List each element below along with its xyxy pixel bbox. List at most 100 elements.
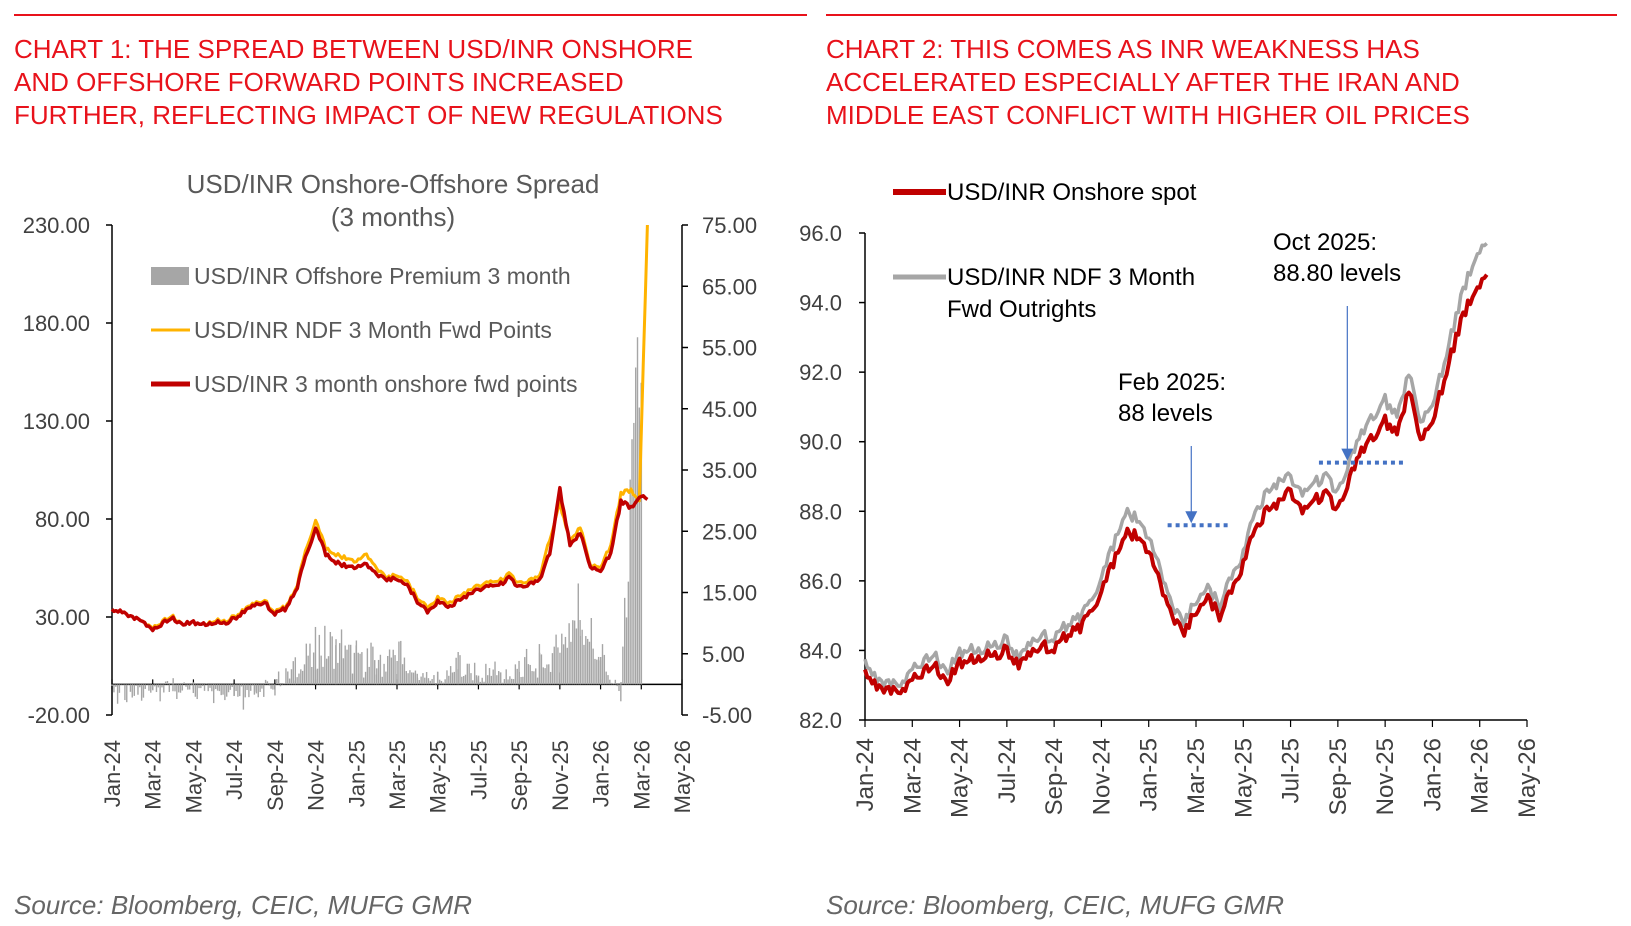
offshore-premium-bar xyxy=(176,684,178,699)
right-y-tick-label: 5.00 xyxy=(702,642,745,667)
offshore-premium-bar xyxy=(211,684,213,692)
offshore-premium-bar xyxy=(261,684,263,689)
offshore-premium-bar xyxy=(185,684,187,687)
x-tick-label: Nov-24 xyxy=(304,740,329,811)
offshore-premium-bar xyxy=(620,682,622,685)
offshore-premium-bar xyxy=(446,670,448,685)
offshore-premium-bar xyxy=(448,675,450,685)
offshore-premium-bar xyxy=(536,677,539,685)
offshore-premium-bar xyxy=(222,684,224,695)
offshore-premium-bar xyxy=(355,640,358,685)
offshore-premium-bar xyxy=(116,684,119,704)
offshore-premium-bar xyxy=(577,583,579,685)
chart-2-heading-line-1: CHART 2: THIS COMES AS INR WEAKNESS HAS xyxy=(826,34,1420,64)
offshore-premium-bar xyxy=(490,675,493,685)
legend-label: USD/INR Offshore Premium 3 month xyxy=(194,263,571,289)
offshore-premium-bar xyxy=(605,671,607,685)
offshore-premium-bar xyxy=(461,676,463,685)
offshore-premium-bar xyxy=(542,667,544,685)
offshore-premium-bar xyxy=(586,638,589,685)
chart-2-heading: CHART 2: THIS COMES AS INR WEAKNESS HAS … xyxy=(826,33,1626,132)
offshore-premium-bar xyxy=(431,678,433,685)
offshore-premium-bar xyxy=(322,666,324,685)
right-y-tick-label: 65.00 xyxy=(702,274,757,299)
offshore-premium-bar xyxy=(201,684,204,687)
offshore-premium-bar xyxy=(416,677,419,685)
x-tick-label: Jul-24 xyxy=(222,740,247,800)
offshore-premium-bar xyxy=(427,678,430,685)
offshore-premium-bar xyxy=(351,673,354,685)
offshore-premium-bar xyxy=(309,643,311,685)
y-tick-label: 96.0 xyxy=(799,221,842,246)
x-tick-label: Mar-24 xyxy=(141,740,166,810)
offshore-premium-bar xyxy=(338,643,341,685)
x-tick-label: Mar-26 xyxy=(629,740,654,810)
offshore-premium-bar xyxy=(113,684,115,693)
offshore-premium-bar xyxy=(216,684,219,691)
x-tick-label: Sep-24 xyxy=(263,740,288,811)
offshore-premium-bar xyxy=(237,684,239,697)
offshore-premium-bar xyxy=(507,679,509,685)
legend-label: USD/INR 3 month onshore fwd points xyxy=(194,371,578,397)
right-y-tick-label: 25.00 xyxy=(702,519,757,544)
offshore-premium-bar xyxy=(172,678,174,685)
offshore-premium-bar xyxy=(385,671,387,685)
x-tick-label: Sep-24 xyxy=(1041,738,1068,815)
offshore-premium-bar xyxy=(377,659,380,685)
legend-label: USD/INR Onshore spot xyxy=(947,179,1197,206)
x-tick-label: May-24 xyxy=(947,738,974,818)
offshore-premium-bar xyxy=(209,684,211,688)
offshore-premium-bar xyxy=(161,684,163,688)
offshore-premium-bar xyxy=(527,664,530,685)
offshore-premium-bar xyxy=(433,675,435,685)
offshore-premium-bar xyxy=(633,422,635,685)
offshore-premium-bar xyxy=(620,684,622,702)
offshore-premium-bar xyxy=(124,684,126,701)
x-tick-label: Jan-26 xyxy=(1419,738,1446,811)
offshore-premium-bar xyxy=(170,684,172,685)
x-tick-label: Jan-25 xyxy=(344,740,369,807)
offshore-premium-bar xyxy=(263,684,265,697)
legend-label: USD/INR NDF 3 Month Fwd Outrights xyxy=(947,264,1195,323)
offshore-premium-bar xyxy=(266,681,269,685)
offshore-premium-bar xyxy=(220,684,222,696)
offshore-premium-bar xyxy=(342,658,345,685)
offshore-premium-bar xyxy=(172,684,174,692)
offshore-premium-bar xyxy=(357,652,359,685)
offshore-premium-bar xyxy=(215,684,217,690)
offshore-premium-bar xyxy=(442,682,445,685)
offshore-premium-bar xyxy=(366,648,369,685)
offshore-premium-bar xyxy=(524,657,526,685)
annotation-arrow-head xyxy=(1341,448,1354,461)
offshore-premium-bar xyxy=(512,679,515,685)
offshore-premium-bar xyxy=(618,684,620,692)
offshore-premium-bar xyxy=(435,684,437,686)
ndf-fwd-outrights-line xyxy=(863,242,1488,689)
offshore-premium-bar xyxy=(292,661,294,685)
offshore-premium-bar xyxy=(259,684,261,692)
x-tick-label: Nov-25 xyxy=(1372,738,1399,815)
offshore-premium-bar xyxy=(264,679,267,685)
offshore-premium-bar xyxy=(257,684,259,698)
offshore-premium-bar xyxy=(166,681,169,685)
offshore-premium-bar xyxy=(498,671,500,685)
offshore-premium-bar xyxy=(188,684,191,690)
chart-1-heading-line-3: FURTHER, REFLECTING IMPACT OF NEW REGULA… xyxy=(14,100,723,130)
chart-1-plot: USD/INR Onshore-Offshore Spread(3 months… xyxy=(23,169,757,813)
y-tick-label: 92.0 xyxy=(799,360,842,385)
offshore-premium-bar xyxy=(466,663,469,685)
x-tick-label: Mar-25 xyxy=(385,740,410,810)
y-tick-label: 94.0 xyxy=(799,291,842,316)
offshore-premium-bar xyxy=(472,680,474,685)
offshore-premium-bar xyxy=(155,684,158,693)
offshore-premium-bar xyxy=(340,629,343,685)
offshore-premium-bar xyxy=(548,664,550,685)
offshore-premium-bar xyxy=(374,660,376,685)
offshore-premium-bar xyxy=(248,684,250,698)
offshore-premium-bar xyxy=(529,664,531,685)
right-y-tick-label: 35.00 xyxy=(702,458,757,483)
offshore-premium-bar xyxy=(405,671,407,685)
x-tick-label: Nov-25 xyxy=(548,740,573,811)
offshore-premium-bar xyxy=(610,682,613,685)
offshore-premium-bar xyxy=(383,663,385,685)
